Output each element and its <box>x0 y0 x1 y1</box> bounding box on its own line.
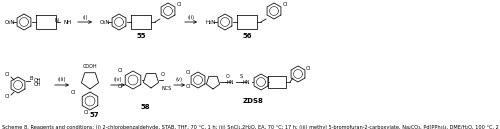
Text: O₂N: O₂N <box>100 19 110 25</box>
Text: S: S <box>240 75 242 79</box>
Text: Cl: Cl <box>5 95 10 99</box>
Text: Cl: Cl <box>177 2 182 7</box>
Text: COOH: COOH <box>82 64 98 70</box>
Text: 55: 55 <box>136 33 146 39</box>
Text: N: N <box>54 18 58 23</box>
Text: Cl: Cl <box>71 90 76 95</box>
Text: H₂N: H₂N <box>205 19 216 25</box>
Text: (i): (i) <box>82 14 88 19</box>
Text: Cl: Cl <box>84 111 88 115</box>
Text: (ii): (ii) <box>188 14 194 19</box>
Text: B: B <box>30 75 34 80</box>
Text: 58: 58 <box>140 104 150 110</box>
Text: O: O <box>161 72 165 78</box>
Text: NH: NH <box>64 19 72 25</box>
Text: HN: HN <box>242 79 250 84</box>
Text: NCS: NCS <box>161 86 171 91</box>
Text: OH: OH <box>34 79 42 83</box>
Text: (iii): (iii) <box>58 78 66 83</box>
Text: 56: 56 <box>242 33 252 39</box>
Text: (iv): (iv) <box>114 78 122 83</box>
Text: Cl: Cl <box>283 2 288 7</box>
Text: O₂N: O₂N <box>5 19 15 25</box>
Text: 57: 57 <box>90 112 100 118</box>
Text: Cl: Cl <box>5 72 10 78</box>
Text: ZDS8: ZDS8 <box>242 98 264 104</box>
Text: OH: OH <box>34 83 42 87</box>
Text: Cl: Cl <box>186 70 191 75</box>
Text: (v): (v) <box>176 78 182 83</box>
Text: Scheme 8. Reagents and conditions: (i) 2-chlorobenzaldehyde, STAB, THF, 70 °C, 1: Scheme 8. Reagents and conditions: (i) 2… <box>2 125 499 129</box>
Text: Cl: Cl <box>118 84 123 90</box>
Text: Cl: Cl <box>186 83 191 88</box>
Text: Cl: Cl <box>306 66 311 71</box>
Text: Cl: Cl <box>118 68 123 74</box>
Text: HN: HN <box>226 79 234 84</box>
Text: O: O <box>226 75 230 79</box>
